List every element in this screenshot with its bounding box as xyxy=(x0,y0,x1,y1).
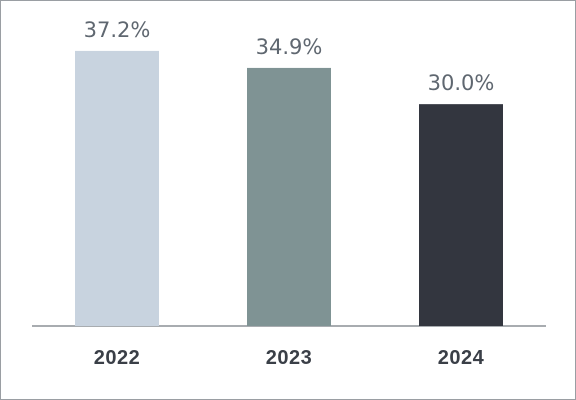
bar-2022 xyxy=(75,50,159,326)
category-label-2022: 2022 xyxy=(94,347,141,369)
value-label-2024: 30.0% xyxy=(428,71,495,95)
bar-group-2023: 34.9% 2023 xyxy=(247,35,331,369)
bar-group-2024: 30.0% 2024 xyxy=(419,71,503,369)
bar-group-2022: 37.2% 2022 xyxy=(75,18,159,369)
category-label-2023: 2023 xyxy=(266,347,313,369)
bar-2024 xyxy=(419,104,503,327)
value-label-2023: 34.9% xyxy=(256,35,323,59)
category-label-2024: 2024 xyxy=(438,347,485,369)
bar-2023 xyxy=(247,67,331,327)
value-label-2022: 37.2% xyxy=(84,18,151,42)
